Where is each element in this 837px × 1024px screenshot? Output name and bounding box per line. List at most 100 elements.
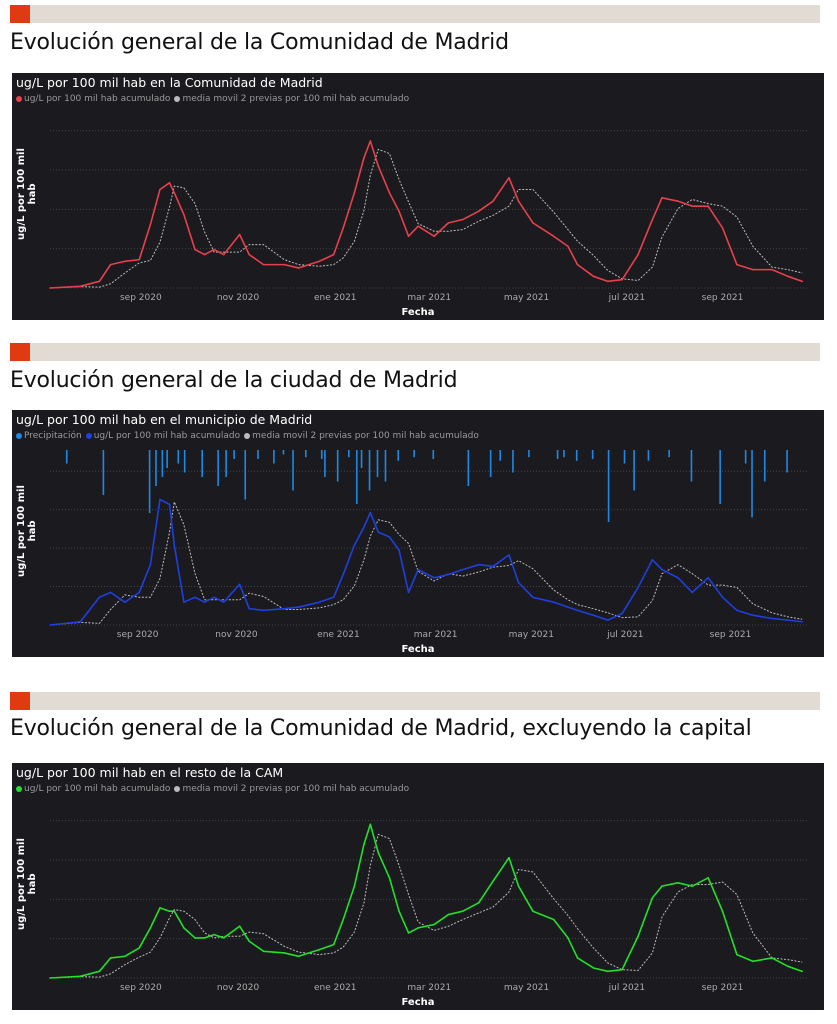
data-point [752,268,754,271]
data-point [592,967,595,969]
data-point [447,913,450,916]
data-point [736,609,738,612]
data-point [407,235,410,238]
data-point [677,576,679,579]
chart-legend: ug/L por 100 mil hab acumulado media movi… [16,94,413,104]
data-point [651,218,654,221]
data-point [576,609,579,612]
x-tick-label: sep 2021 [702,983,744,993]
legend-item[interactable]: media movil 2 previas por 100 mil hab ac… [174,784,409,794]
data-point [98,280,101,283]
x-tick-label: sep 2020 [117,630,159,640]
data-point [203,253,206,256]
legend-item[interactable]: Precipitación [16,431,82,441]
legend-marker [244,432,251,439]
legend-item[interactable]: media movil 2 previas por 100 mil hab ac… [244,431,479,441]
data-point [417,225,419,228]
data-point [637,253,639,256]
x-tick-label: nov 2020 [217,983,260,993]
precipitation-bar [244,450,247,500]
precipitation-bar [320,450,323,459]
data-point [691,205,694,207]
data-point [661,568,663,571]
x-tick-label: jul 2021 [606,630,643,640]
data-point [552,235,555,238]
data-point [677,200,679,202]
x-axis-label: Fecha [401,307,435,318]
x-tick-label: mar 2021 [407,293,451,303]
accumulated-line [49,140,803,289]
data-point [168,503,171,506]
data-point [369,140,372,142]
data-point [477,902,480,904]
data-point [621,612,623,615]
data-point [318,260,321,263]
data-point [721,910,724,912]
legend-item[interactable]: ug/L por 100 mil hab acumulado [16,94,170,104]
data-point [79,620,82,623]
moving-average-line [49,148,803,289]
x-tick-label: sep 2020 [120,983,162,993]
data-point [661,197,663,199]
data-point [159,907,161,909]
data-point [109,263,112,266]
legend-item[interactable]: media movil 2 previas por 100 mil hab ac… [174,94,409,104]
precipitation-bar [647,450,650,461]
x-tick-label: sep 2021 [702,293,744,303]
section-divider [10,5,820,23]
data-point [248,940,251,943]
x-axis-label: Fecha [401,644,435,655]
data-point [477,210,480,212]
data-point [248,607,251,610]
data-point [318,948,321,951]
data-point [707,877,709,879]
section-marker [10,5,30,23]
data-point [353,885,356,887]
data-point [637,935,639,938]
data-point [173,910,176,912]
legend-item[interactable]: ug/L por 100 mil hab acumulado [16,784,170,794]
data-point [98,970,101,973]
legend-marker [16,432,22,439]
precipitation-bar [368,450,371,491]
data-point [447,573,450,576]
precipitation-bar [233,450,235,459]
precipitation-bar [786,450,788,473]
data-point [332,943,335,946]
data-point [138,591,141,594]
data-point [621,278,623,281]
data-point [283,263,286,266]
precipitation-bar [292,450,294,491]
data-point [98,596,101,599]
data-point [407,932,410,934]
data-point [576,957,579,959]
precipitation-bar [65,450,68,464]
legend-label: media movil 2 previas por 100 mil hab ac… [252,431,479,441]
x-axis-label: Fecha [401,997,435,1008]
data-point [407,591,410,594]
data-point [691,591,694,594]
x-tick-label: may 2021 [509,630,554,640]
data-point [173,544,176,546]
data-point [213,248,215,251]
data-point [517,581,520,584]
data-point [124,260,126,263]
data-point [637,586,639,589]
data-point [183,601,185,603]
precipitation-bar [355,450,358,504]
data-point [433,235,435,238]
data-point [417,927,419,929]
data-point [492,565,494,568]
precipitation-bar [177,450,180,464]
legend-marker [16,95,22,102]
data-point [508,856,510,859]
legend-marker [174,95,181,102]
precipitation-bar [348,450,350,458]
x-tick-label: ene 2021 [314,293,357,303]
data-point [691,885,694,887]
precipitation-bar [282,450,285,455]
y-axis-label: ug/L por 100 mil hab [16,148,38,240]
data-point [168,910,171,912]
legend-item[interactable]: ug/L por 100 mil hab acumulado [85,431,240,441]
data-point [461,910,464,912]
